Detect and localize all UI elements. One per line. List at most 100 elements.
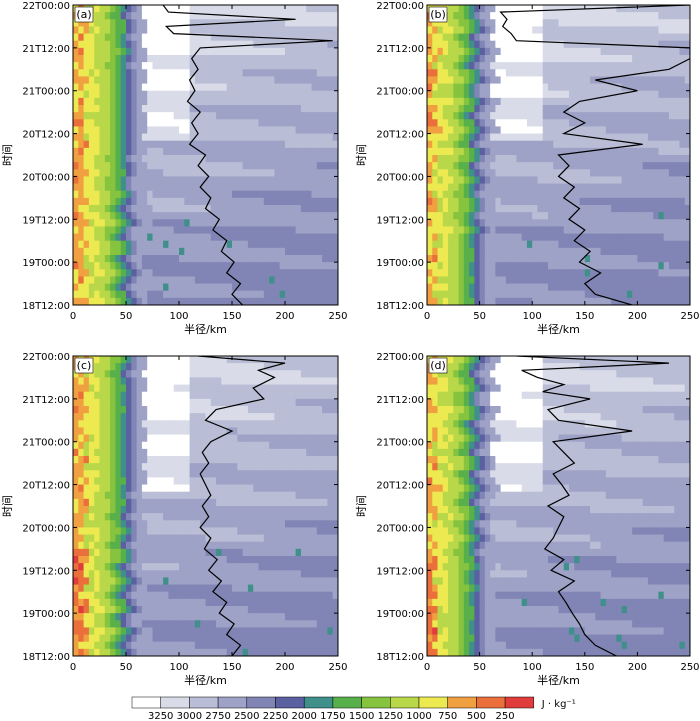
heat-cell	[595, 276, 602, 285]
heat-cell	[668, 47, 675, 56]
heat-cell	[563, 40, 570, 49]
heat-cell	[674, 290, 681, 299]
heat-cell	[463, 240, 470, 249]
heat-cell	[306, 212, 313, 220]
heat-cell	[505, 169, 512, 178]
heat-cell	[448, 47, 454, 56]
heat-cell	[463, 155, 470, 163]
heat-cell	[210, 76, 217, 85]
heat-cell	[526, 90, 533, 99]
heat-cell	[258, 427, 265, 436]
heat-cell	[500, 276, 507, 285]
heat-cell	[131, 384, 138, 393]
heat-cell	[653, 240, 660, 249]
heat-cell	[258, 97, 265, 106]
heat-cell	[600, 276, 607, 285]
heat-cell	[448, 162, 454, 170]
heat-cell	[532, 47, 539, 56]
heat-cell	[505, 240, 512, 249]
heat-cell	[115, 283, 122, 292]
heat-cell	[216, 448, 222, 457]
heat-cell	[484, 33, 491, 42]
heat-cell	[327, 434, 334, 443]
heat-cell	[110, 377, 116, 386]
heat-cell	[647, 262, 654, 270]
heat-cell	[653, 219, 660, 228]
heat-cell	[295, 226, 302, 235]
heat-cell	[311, 205, 318, 213]
heat-cell	[553, 126, 560, 135]
heat-cell	[653, 112, 660, 120]
heat-cell	[78, 247, 85, 256]
heat-cell	[226, 262, 233, 270]
heat-cell	[327, 162, 334, 170]
heat-cell	[200, 140, 207, 149]
heat-cell	[104, 162, 111, 170]
heat-cell	[642, 169, 649, 178]
heat-cell	[99, 226, 106, 235]
heat-cell	[210, 233, 217, 242]
heat-cell	[516, 83, 523, 92]
heat-cell	[621, 47, 628, 56]
heat-cell	[269, 377, 275, 386]
heat-cell	[184, 55, 191, 63]
heat-cell	[495, 47, 502, 56]
heat-cell	[263, 26, 270, 35]
heat-cell	[189, 356, 196, 364]
heat-cell	[511, 212, 518, 220]
heat-cell	[104, 97, 111, 106]
heat-cell	[99, 434, 106, 443]
heat-cell	[558, 105, 565, 113]
heat-cell	[511, 162, 518, 170]
heat-cell	[537, 62, 544, 70]
heat-cell	[626, 290, 633, 299]
heat-cell	[621, 297, 628, 305]
heat-cell	[448, 262, 454, 270]
heat-cell	[88, 276, 95, 285]
heat-cell	[300, 12, 307, 20]
heat-cell	[136, 427, 143, 436]
heat-cell	[120, 169, 127, 178]
heat-cell	[141, 83, 148, 92]
heat-cell	[269, 370, 275, 379]
heat-cell	[115, 370, 122, 379]
heat-cell	[263, 434, 270, 443]
heat-cell	[136, 377, 143, 386]
heat-cell	[210, 5, 217, 13]
heat-cell	[542, 226, 549, 235]
heat-cell	[505, 255, 512, 263]
heat-cell	[595, 197, 602, 206]
heat-cell	[221, 69, 228, 78]
heat-cell	[332, 384, 338, 393]
heat-cell	[210, 283, 217, 292]
y-tick-label: 18T12:00	[376, 301, 424, 312]
heat-cell	[500, 247, 507, 256]
heat-cell	[322, 19, 328, 28]
heat-cell	[290, 441, 297, 450]
heat-cell	[210, 448, 217, 457]
heat-cell	[316, 97, 323, 106]
heat-cell	[668, 90, 675, 99]
heat-cell	[274, 47, 281, 56]
heat-cell	[184, 255, 191, 263]
heat-cell	[526, 5, 533, 13]
heat-cell	[453, 55, 460, 63]
heat-cell	[295, 169, 302, 178]
heat-cell	[136, 290, 143, 299]
heat-cell	[88, 126, 95, 135]
heat-cell	[637, 262, 644, 270]
heat-cell	[658, 12, 665, 20]
heat-cell	[104, 47, 111, 56]
heat-cell	[253, 427, 260, 436]
heat-cell	[226, 290, 233, 299]
heat-cell	[237, 240, 244, 249]
heat-cell	[88, 398, 95, 407]
heat-cell	[168, 384, 175, 393]
heat-cell	[626, 76, 633, 85]
heat-cell	[653, 183, 660, 192]
heat-cell	[668, 76, 675, 85]
heat-cell	[542, 119, 549, 128]
heat-cell	[590, 240, 596, 249]
heat-cell	[210, 83, 217, 92]
heat-cell	[611, 26, 617, 35]
